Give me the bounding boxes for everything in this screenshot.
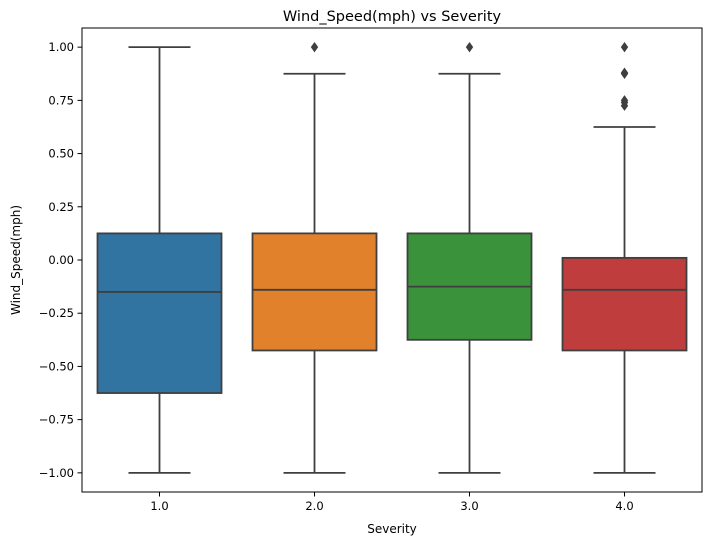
box-group-4 bbox=[561, 41, 688, 474]
box-group-3 bbox=[406, 41, 533, 474]
iqr-box bbox=[561, 256, 688, 352]
outlier-point bbox=[620, 95, 629, 106]
x-tick-label: 2.0 bbox=[305, 499, 323, 513]
box-group-1 bbox=[96, 46, 223, 474]
y-tick-label: −0.50 bbox=[39, 359, 74, 373]
y-tick-label: −0.75 bbox=[39, 413, 74, 427]
y-tick-label: 0.75 bbox=[48, 93, 74, 107]
y-tick-label: −0.25 bbox=[39, 306, 74, 320]
y-axis-label: Wind_Speed(mph) bbox=[9, 205, 23, 315]
y-tick-label: −1.00 bbox=[39, 466, 74, 480]
y-tick-label: 0.25 bbox=[48, 200, 74, 214]
outlier-point bbox=[465, 41, 474, 53]
y-tick-label: 1.00 bbox=[48, 40, 74, 54]
chart-title: Wind_Speed(mph) vs Severity bbox=[283, 9, 502, 25]
x-tick-label: 1.0 bbox=[150, 499, 168, 513]
iqr-box bbox=[251, 232, 378, 352]
outlier-point bbox=[620, 41, 629, 53]
iqr-box bbox=[96, 232, 223, 394]
x-axis-label: Severity bbox=[367, 522, 417, 536]
x-tick-label: 3.0 bbox=[460, 499, 478, 513]
y-tick-label: 0.00 bbox=[48, 253, 74, 267]
box-group-2 bbox=[251, 41, 378, 474]
plot-area bbox=[96, 41, 688, 474]
outlier-point bbox=[620, 67, 629, 78]
y-tick-label: 0.50 bbox=[48, 147, 74, 161]
x-tick-label: 4.0 bbox=[615, 499, 633, 513]
outlier-point bbox=[310, 41, 319, 53]
